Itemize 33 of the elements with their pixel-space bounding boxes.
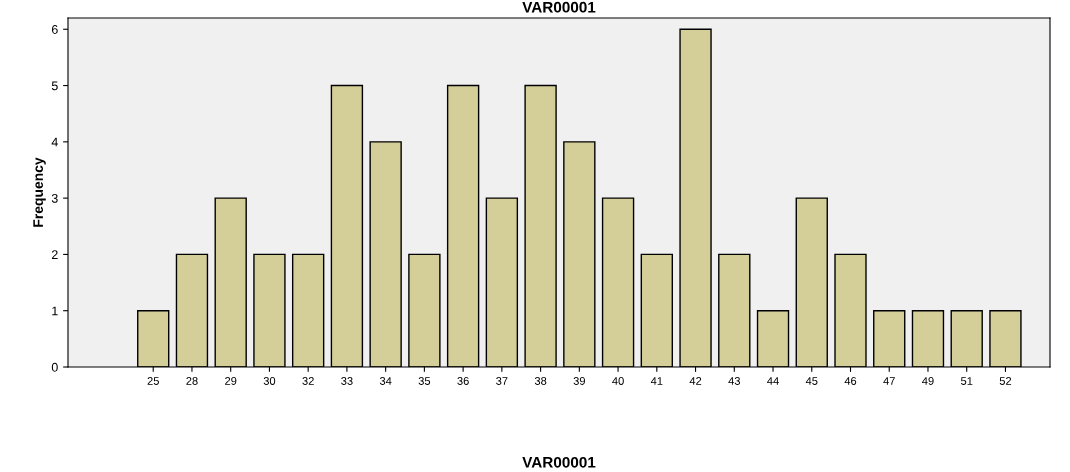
x-tick-label: 43: [728, 377, 740, 385]
x-tick-label: 44: [767, 377, 779, 385]
x-tick-label: 34: [379, 377, 392, 385]
x-tick-label: 39: [573, 377, 585, 385]
x-tick-label: 38: [534, 377, 547, 385]
y-tick-label: 4: [51, 137, 58, 147]
y-tick-label: 3: [51, 193, 58, 203]
x-tick-label: 51: [960, 377, 973, 385]
x-tick-label: 42: [689, 377, 702, 385]
x-axis-title: VAR00001: [522, 456, 596, 468]
x-tick-label: 33: [341, 377, 353, 385]
x-tick-label: 45: [805, 377, 818, 385]
x-tick-label: 32: [302, 377, 314, 385]
x-tick-label: 25: [147, 377, 159, 385]
x-tick-label: 46: [844, 377, 857, 385]
x-tick-label: 37: [496, 377, 508, 385]
x-tick-label: 28: [186, 377, 198, 385]
x-tick-label: 41: [650, 377, 663, 385]
x-tick-label: 36: [457, 377, 469, 385]
chart-title: VAR00001: [522, 1, 596, 13]
x-tick-label: 49: [922, 377, 934, 385]
x-tick-label: 47: [883, 377, 895, 385]
y-tick-label: 2: [51, 250, 58, 259]
y-axis-title: Frequency: [33, 157, 46, 227]
y-tick-label: 0: [51, 362, 58, 372]
x-tick-label: 40: [612, 377, 624, 385]
x-tick-label: 52: [999, 377, 1012, 385]
y-tick-label: 5: [51, 81, 58, 91]
x-tick-label: 35: [418, 377, 431, 385]
y-tick-label: 1: [52, 306, 58, 316]
x-tick-label: 29: [225, 377, 237, 385]
x-tick-label: 30: [263, 377, 276, 385]
y-tick-label: 6: [51, 25, 58, 34]
